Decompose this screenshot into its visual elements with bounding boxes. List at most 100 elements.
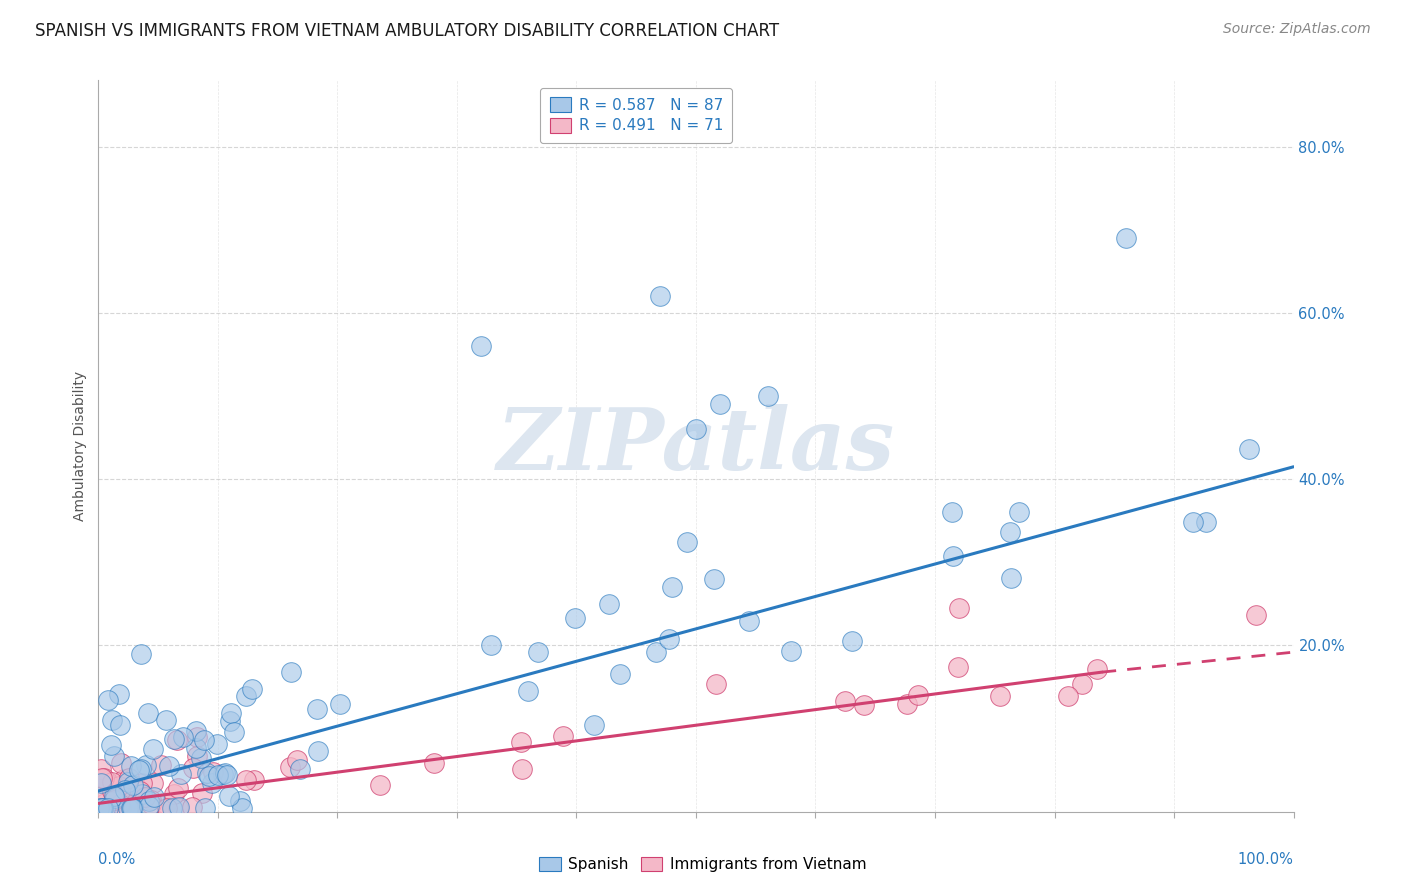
Point: [235, 772, 257, 787]
Text: 100.0%: 100.0%: [1237, 852, 1294, 867]
Point: [998, 525, 1021, 540]
Point: [94, 800, 117, 814]
Point: [129, 762, 152, 776]
Point: [112, 772, 135, 787]
Point: [94, 800, 117, 814]
Point: [166, 800, 188, 814]
Point: [205, 737, 228, 751]
Point: [224, 725, 246, 739]
Point: [834, 693, 856, 707]
Point: [90, 762, 112, 776]
Point: [1239, 442, 1261, 457]
Point: [118, 797, 141, 812]
Point: [120, 758, 142, 772]
Point: [160, 800, 183, 814]
Point: [141, 797, 163, 811]
Point: [229, 793, 252, 807]
Point: [946, 660, 969, 674]
Point: [121, 800, 143, 814]
Point: [89, 800, 111, 814]
Point: [121, 800, 143, 814]
Point: [112, 800, 135, 814]
Point: [96, 773, 118, 788]
Point: [136, 706, 159, 720]
Point: [285, 753, 308, 767]
Point: [1057, 689, 1080, 703]
Point: [703, 573, 725, 587]
Point: [114, 782, 136, 797]
Point: [131, 787, 153, 801]
Point: [170, 767, 193, 781]
Point: [163, 788, 186, 802]
Point: [1071, 676, 1094, 690]
Point: [756, 389, 779, 403]
Point: [155, 797, 177, 811]
Point: [194, 800, 217, 814]
Point: [117, 775, 139, 789]
Point: [942, 549, 965, 563]
Point: [510, 763, 533, 777]
Point: [661, 580, 683, 594]
Point: [1000, 571, 1022, 585]
Point: [107, 779, 129, 793]
Point: [142, 741, 165, 756]
Point: [156, 800, 179, 814]
Point: [290, 762, 312, 776]
Point: [1181, 515, 1204, 529]
Point: [163, 732, 186, 747]
Point: [218, 789, 240, 804]
Point: [685, 422, 707, 436]
Point: [101, 713, 124, 727]
Point: [907, 689, 929, 703]
Point: [91, 771, 114, 785]
Point: [211, 767, 233, 781]
Point: [307, 702, 329, 716]
Point: [564, 611, 586, 625]
Point: [91, 800, 114, 814]
Point: [184, 723, 207, 738]
Point: [195, 766, 218, 780]
Point: [675, 534, 697, 549]
Point: [190, 751, 212, 765]
Point: [598, 597, 620, 611]
Point: [138, 798, 160, 813]
Point: [181, 760, 204, 774]
Point: [280, 665, 302, 679]
Point: [329, 697, 352, 711]
Point: [118, 781, 141, 796]
Point: [120, 800, 142, 814]
Point: [91, 800, 114, 814]
Point: [709, 397, 731, 411]
Point: [115, 800, 138, 814]
Point: [551, 729, 574, 743]
Point: [704, 677, 727, 691]
Point: [231, 800, 253, 814]
Point: [89, 800, 111, 814]
Point: [167, 800, 190, 814]
Point: [1085, 661, 1108, 675]
Point: [197, 769, 219, 783]
Point: [201, 776, 224, 790]
Point: [103, 797, 125, 812]
Point: [510, 734, 533, 748]
Point: [193, 732, 215, 747]
Point: [214, 766, 236, 780]
Point: [108, 718, 131, 732]
Point: [117, 800, 139, 814]
Point: [207, 767, 229, 781]
Point: [90, 785, 112, 799]
Point: [896, 697, 918, 711]
Point: [155, 714, 177, 728]
Point: [142, 790, 165, 805]
Point: [1195, 515, 1218, 529]
Point: [150, 758, 173, 772]
Point: [217, 768, 239, 782]
Point: [97, 800, 120, 814]
Point: [242, 682, 264, 697]
Point: [583, 717, 606, 731]
Point: [108, 784, 131, 798]
Y-axis label: Ambulatory Disability: Ambulatory Disability: [73, 371, 87, 521]
Point: [104, 791, 127, 805]
Point: [94, 797, 117, 811]
Point: [103, 748, 125, 763]
